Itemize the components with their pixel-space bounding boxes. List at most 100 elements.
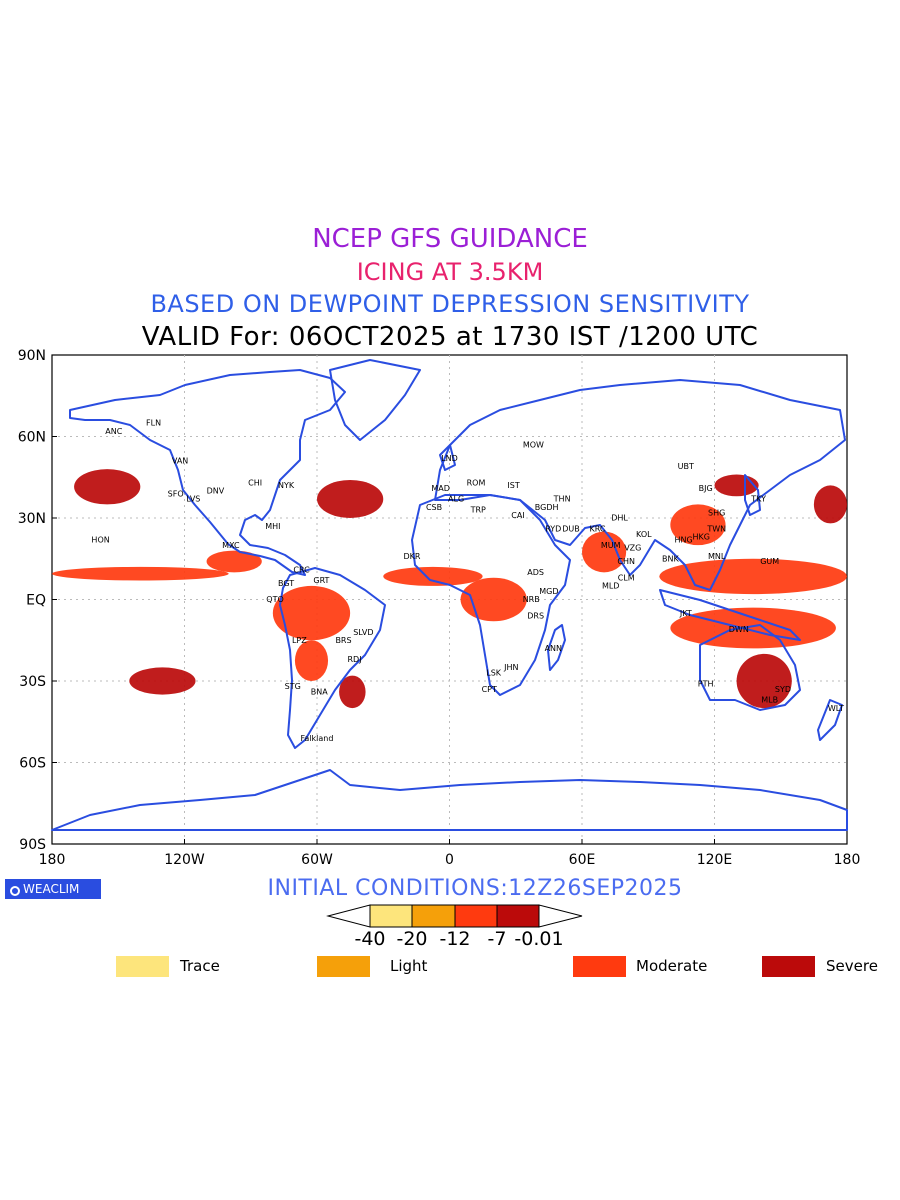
initial-conditions: INITIAL CONDITIONS:12Z26SEP2025 xyxy=(267,876,683,901)
station-label: BJG xyxy=(699,484,713,493)
station-label: JKT xyxy=(679,609,692,618)
lon-tick-label: 60W xyxy=(301,852,333,868)
icing-layer xyxy=(51,469,847,709)
icing-region-moderate xyxy=(670,504,726,546)
station-label: LSK xyxy=(486,669,502,678)
station-label: SFO xyxy=(168,489,184,498)
colorbar-tick-label: -7 xyxy=(487,928,507,950)
station-label: TWN xyxy=(706,525,726,534)
station-label: ROM xyxy=(467,478,486,487)
station-label: FLN xyxy=(146,419,161,428)
station-label: JHN xyxy=(503,663,518,672)
station-label: QTO xyxy=(266,595,283,604)
weaclim-logo: WEACLIM xyxy=(5,879,101,899)
station-label: VAN xyxy=(172,457,188,466)
legend-swatch-trace xyxy=(116,956,169,977)
station-label: SYD xyxy=(775,685,791,694)
colorbar-tick-label: -12 xyxy=(439,928,471,950)
icing-region-severe xyxy=(339,675,366,709)
landmass-australia xyxy=(699,624,801,711)
landmass-british-isles xyxy=(439,444,456,471)
lon-tick-label: 120W xyxy=(164,852,205,868)
title-valid-time: VALID For: 06OCT2025 at 1730 IST /1200 U… xyxy=(141,322,759,352)
station-label: STG xyxy=(285,682,301,691)
station-label: MAD xyxy=(431,484,450,493)
station-label: MXC xyxy=(222,541,240,550)
station-label: CPT xyxy=(482,685,497,694)
station-label: KRC xyxy=(589,525,605,534)
legend-label-trace: Trace xyxy=(180,957,220,975)
colorbar-tick-label: -0.01 xyxy=(514,928,564,950)
station-label: ANN xyxy=(545,644,562,653)
station-label: PTH xyxy=(698,679,714,688)
station-label: LPZ xyxy=(292,636,307,645)
legend-swatch-light xyxy=(317,956,370,977)
station-label: DKR xyxy=(403,552,420,561)
station-label: UBT xyxy=(678,462,694,471)
station-label: ANC xyxy=(105,427,122,436)
station-label: CHN xyxy=(617,557,635,566)
icing-region-severe xyxy=(74,469,141,505)
station-label: CRC xyxy=(293,565,310,574)
icing-region-moderate xyxy=(383,566,483,586)
station-label: BNK xyxy=(662,554,679,563)
landmass-madagascar xyxy=(547,624,566,671)
station-label: CSB xyxy=(426,503,442,512)
landmass-new-zealand xyxy=(817,699,843,741)
station-label: DRS xyxy=(527,612,544,621)
legend-label-moderate: Moderate xyxy=(636,957,708,975)
station-label: LND xyxy=(441,454,458,463)
station-label: WLT xyxy=(828,704,844,713)
colorbar-tick-label: -20 xyxy=(396,928,428,950)
title-model: NCEP GFS GUIDANCE xyxy=(312,224,588,254)
landmass-indonesia xyxy=(659,589,801,641)
lon-tick-label: 60E xyxy=(569,852,596,868)
station-label: Falkland xyxy=(301,734,334,743)
lat-tick-label: 60N xyxy=(18,430,46,446)
icing-region-moderate xyxy=(206,550,262,573)
landmass-eurasia xyxy=(434,379,846,591)
station-label: HNG xyxy=(674,535,692,544)
station-label: NRB xyxy=(523,595,540,604)
station-label: MGD xyxy=(539,587,558,596)
landmass-japan xyxy=(744,474,761,516)
landmass-north-america xyxy=(69,369,346,576)
station-label: CAI xyxy=(511,511,524,520)
station-label: CLM xyxy=(618,573,635,582)
icing-region-severe xyxy=(714,474,759,497)
station-label: RDJ xyxy=(348,655,362,664)
station-label: ALG xyxy=(448,495,464,504)
lat-tick-label: 30N xyxy=(18,511,46,527)
lon-tick-label: 180 xyxy=(39,852,66,868)
station-label: MLD xyxy=(602,582,620,591)
station-label: GRT xyxy=(313,576,329,585)
icing-region-moderate xyxy=(582,531,627,573)
station-label: MOW xyxy=(523,440,544,449)
station-label: HKG xyxy=(693,533,710,542)
title-product: ICING AT 3.5KM xyxy=(356,258,544,286)
station-label: DUB xyxy=(562,525,580,534)
title-method: BASED ON DEWPOINT DEPRESSION SENSITIVITY xyxy=(150,290,750,318)
logo-text: WEACLIM xyxy=(23,882,80,896)
station-label: TRP xyxy=(470,506,486,515)
station-label: TKY xyxy=(750,495,766,504)
station-label: ADS xyxy=(527,568,544,577)
icing-region-moderate xyxy=(659,558,847,595)
station-label: KOL xyxy=(636,530,652,539)
station-label: BGDH xyxy=(535,503,559,512)
station-label: SLVD xyxy=(353,628,373,637)
colorbar-tick-label: -40 xyxy=(354,928,386,950)
landmass-africa xyxy=(411,494,571,696)
station-label: RYD xyxy=(545,525,561,534)
station-label: MUM xyxy=(601,541,621,550)
station-label: DNV xyxy=(207,487,225,496)
station-label: BRS xyxy=(335,636,351,645)
icing-region-moderate xyxy=(294,640,329,681)
station-label: GUM xyxy=(760,557,779,566)
station-label: BGT xyxy=(278,579,294,588)
icing-region-moderate xyxy=(272,585,351,641)
lat-tick-label: 30S xyxy=(19,674,46,690)
lat-tick-label: 60S xyxy=(19,756,46,772)
landmass-greenland xyxy=(329,359,421,441)
